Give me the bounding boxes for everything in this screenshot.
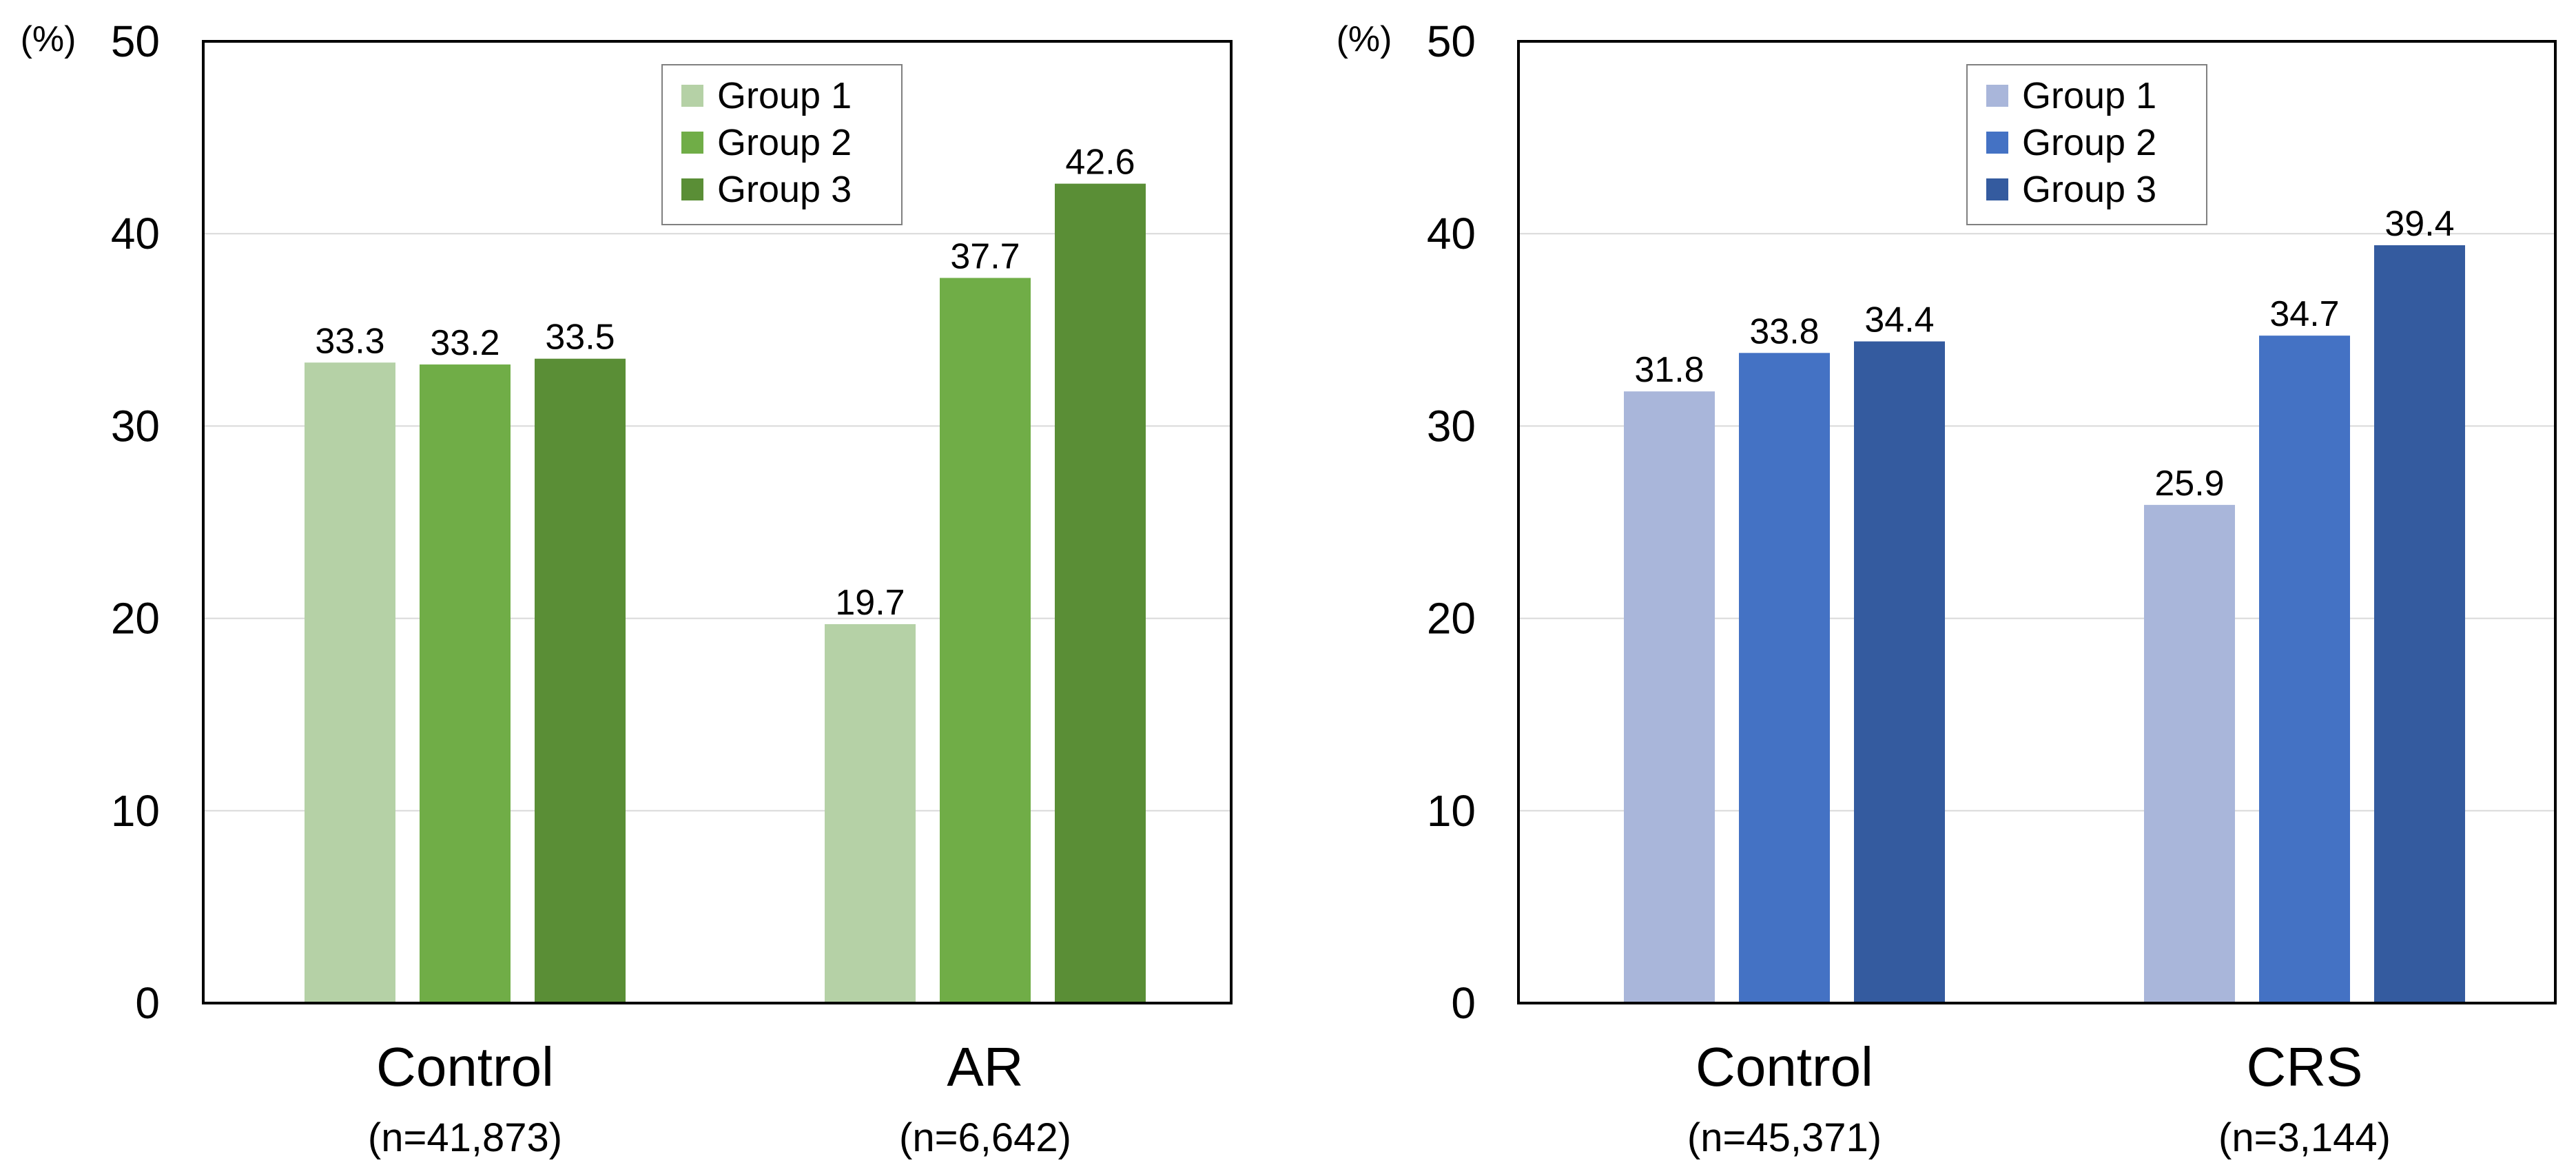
data-label: 33.8 [1749, 311, 1819, 351]
legend: Group 1 Group 2 Group 3 [661, 64, 903, 225]
bar-group-1-ar [825, 623, 916, 1003]
legend-label: Group 3 [717, 169, 852, 210]
y-tick-label: 50 [111, 17, 160, 66]
data-label: 19.7 [835, 583, 905, 623]
y-tick-label: 20 [111, 594, 160, 643]
legend-swatch [681, 178, 703, 200]
bar-group-3-ar [1055, 183, 1146, 1003]
bar-group-3-control [1854, 341, 1945, 1003]
y-unit-label: (%) [21, 19, 76, 59]
y-tick-label: 10 [111, 786, 160, 836]
data-label: 25.9 [2154, 464, 2224, 504]
bar-group-2-ar [940, 278, 1031, 1003]
bar-group-3-control [535, 358, 626, 1003]
legend-swatch [1986, 132, 2008, 154]
data-label: 31.8 [1634, 350, 1704, 390]
bar-group-1-control [305, 362, 395, 1003]
data-label: 33.3 [315, 321, 384, 361]
data-label: 34.7 [2269, 294, 2339, 334]
legend-swatch [681, 132, 703, 154]
category-sublabel: (n=6,642) [899, 1115, 1071, 1160]
category-label-control: Control [376, 1036, 554, 1097]
y-tick-label: 40 [1427, 209, 1476, 258]
legend-swatch [681, 85, 703, 107]
category-sublabel: (n=3,144) [2218, 1115, 2391, 1160]
legend-label: Group 1 [2022, 75, 2156, 116]
y-tick-label: 20 [1427, 594, 1476, 643]
bar-group-2-crs [2259, 336, 2350, 1003]
y-unit-label: (%) [1337, 19, 1392, 59]
y-tick-label: 0 [135, 978, 160, 1028]
category-sublabel: (n=41,873) [368, 1115, 562, 1160]
category-label-control: Control [1696, 1036, 1873, 1097]
y-tick-label: 0 [1451, 978, 1476, 1028]
legend-swatch [1986, 85, 2008, 107]
data-label: 33.2 [430, 323, 499, 363]
legend: Group 1 Group 2 Group 3 [1966, 64, 2207, 225]
legend-label: Group 2 [2022, 122, 2156, 163]
data-label: 33.5 [545, 318, 615, 358]
y-tick-label: 30 [111, 401, 160, 451]
chart-panel-right: 31.8 33.8 34.4 Control (n=45,371) 25.9 34.7 39.… [1337, 17, 2557, 1160]
bar-group-3-crs [2374, 245, 2465, 1003]
data-label: 42.6 [1065, 143, 1135, 183]
data-label: 34.4 [1864, 300, 1934, 340]
legend-label: Group 3 [2022, 169, 2156, 210]
data-label: 37.7 [950, 236, 1020, 276]
category-label-ar: AR [947, 1036, 1023, 1097]
y-tick-label: 40 [111, 209, 160, 258]
legend-label: Group 2 [717, 122, 852, 163]
bar-group-2-control [1739, 353, 1830, 1003]
y-tick-label: 50 [1427, 17, 1476, 66]
plot-border [1517, 40, 2557, 1004]
bar-group-1-crs [2144, 504, 2235, 1003]
bar-group-1-control [1624, 391, 1715, 1003]
data-label: 39.4 [2384, 204, 2454, 244]
y-tick-label: 10 [1427, 786, 1476, 836]
legend-label: Group 1 [717, 75, 852, 116]
chart-panel-left: 33.3 33.2 33.5 Control (n=41,873) 19.7 37.7 42.… [21, 17, 1233, 1160]
category-label-crs: CRS [2247, 1036, 2363, 1097]
legend-swatch [1986, 178, 2008, 200]
bar-group-2-control [420, 364, 511, 1003]
category-sublabel: (n=45,371) [1687, 1115, 1882, 1160]
plot-border [202, 40, 1233, 1004]
y-tick-label: 30 [1427, 401, 1476, 451]
